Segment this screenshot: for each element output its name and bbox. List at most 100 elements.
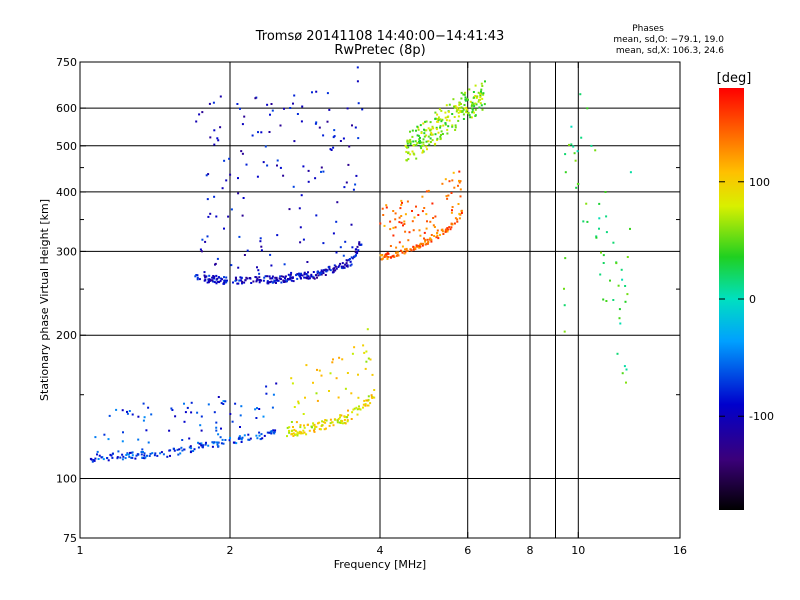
data-point [444,122,447,125]
data-point [454,129,457,131]
data-point [347,414,350,417]
data-point [257,269,260,272]
data-point [389,220,392,223]
data-point [425,129,428,132]
data-point [367,398,370,401]
data-point [423,135,426,138]
data-point [406,142,409,145]
data-point [446,227,449,230]
data-point [385,255,387,258]
data-point [328,268,331,271]
data-point [320,273,323,276]
data-point [471,103,474,106]
data-point [396,253,399,256]
data-point [423,207,426,209]
data-point [201,445,204,448]
data-point [296,433,299,436]
data-point [126,412,129,415]
data-point [612,241,615,244]
data-point [307,169,310,172]
data-point [220,442,223,445]
data-point [420,147,423,150]
data-point [380,254,383,257]
data-point [605,300,608,302]
data-point [459,213,462,216]
data-point [401,201,403,204]
data-point [240,441,243,443]
data-point [585,202,588,205]
data-point [447,194,450,197]
data-point [472,96,475,99]
data-point [110,454,113,457]
data-point [434,133,437,136]
data-point [302,238,305,241]
data-point [406,139,409,142]
data-point [358,241,361,244]
data-point [330,149,333,151]
data-point [282,275,285,278]
data-point [299,226,302,229]
data-point [243,281,246,284]
data-point [178,448,181,451]
data-point [313,429,315,432]
data-point [440,130,443,133]
data-point [409,140,412,143]
data-point [264,145,267,148]
data-point [386,257,389,260]
data-point [420,141,423,144]
data-point [293,428,296,431]
data-point [322,134,325,137]
data-point [623,365,626,368]
data-point [343,418,346,421]
data-point [429,137,432,140]
data-point [288,431,291,434]
data-point [419,234,422,237]
data-point [356,408,359,411]
data-point [386,252,389,255]
data-point [357,137,360,140]
data-point [392,226,395,229]
data-point [135,454,138,457]
data-point [425,134,428,137]
data-point [337,396,340,399]
data-point [279,166,282,169]
data-point [290,271,293,274]
data-point [595,236,598,239]
data-point [258,279,261,282]
data-point [358,405,360,408]
data-point [449,228,452,231]
data-point [112,452,114,455]
data-point [398,241,401,244]
data-point [235,442,238,445]
data-point [354,255,356,258]
data-point [321,420,324,423]
x-tick-label: 16 [673,544,687,557]
data-point [121,453,124,456]
data-point [252,280,255,283]
data-point [200,442,203,445]
data-point [406,140,409,143]
data-point [100,456,103,459]
data-point [439,233,441,236]
data-point [305,364,308,367]
data-point [436,229,439,232]
data-point [351,246,354,249]
data-point [318,421,321,424]
data-point [216,443,219,446]
data-point [228,157,231,160]
data-point [427,189,430,192]
data-point [455,110,458,113]
data-point [97,458,100,460]
data-point [344,240,347,243]
data-point [156,454,159,457]
data-point [471,107,474,110]
data-point [433,235,436,237]
data-point [259,237,262,240]
x-tick-label: 10 [571,544,585,557]
data-point [147,441,150,444]
data-point [467,98,469,101]
data-point [429,121,432,124]
data-point [111,456,114,459]
data-point [227,215,230,218]
data-point [239,276,242,279]
